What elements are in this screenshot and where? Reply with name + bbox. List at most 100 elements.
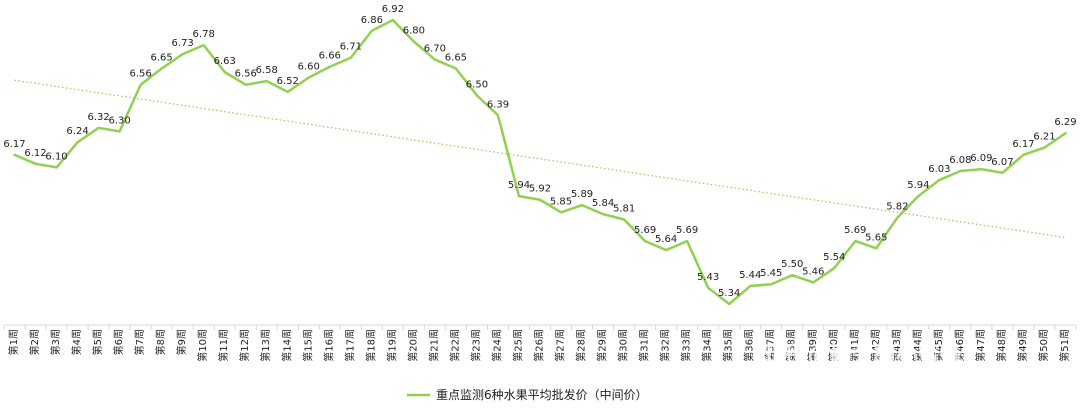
x-tick-label: 第3周 [49,329,62,355]
data-label: 6.08 [949,155,971,166]
data-label: 5.46 [802,266,824,277]
data-label: 5.92 [529,184,551,195]
x-tick-label: 第34周 [701,329,714,362]
x-tick-label: 第12周 [238,329,251,362]
x-tick-label: 第38周 [785,329,798,362]
trendline-line [14,79,1066,239]
x-tick-label: 第27周 [554,329,567,362]
x-tick-label: 第31周 [638,329,651,362]
x-tick-label: 第26周 [533,329,546,362]
data-label: 6.92 [382,4,404,15]
data-label: 5.43 [697,272,719,283]
x-axis-ticks: 第1周 第2周 第3周 第4周 第5周 第6周 第7周 第8周 第9周 第10周 第11周 第12周第… [3,325,1077,362]
data-labels: 6.176.126.106.246.326.306.566.656.736.78… [3,4,1076,299]
data-label: 5.44 [739,270,761,281]
x-tick-label: 第8周 [154,329,167,355]
x-tick-label: 第39周 [806,329,819,362]
x-tick-label: 第6周 [112,329,125,355]
x-tick-label: 第46周 [953,329,966,362]
data-label: 5.64 [655,234,677,245]
data-label: 5.84 [592,198,614,209]
x-tick-label: 第30周 [617,329,630,362]
x-tick-label: 第28周 [575,329,588,362]
x-tick-label: 第14周 [280,329,293,362]
data-label: 6.09 [970,153,992,164]
data-label: 6.12 [24,148,46,159]
data-label: 6.30 [108,115,130,126]
data-label: 6.73 [172,38,194,49]
data-label: 6.17 [1012,139,1034,150]
x-tick-label: 第19周 [385,329,398,362]
x-tick-label: 第9周 [175,329,188,355]
x-tick-label: 第44周 [911,329,924,362]
x-tick-label: 第33周 [680,329,693,362]
data-label: 5.85 [550,196,572,207]
x-tick-label: 第10周 [196,329,209,362]
data-label: 5.65 [865,232,887,243]
data-label: 6.03 [928,164,950,175]
x-tick-label: 第32周 [659,329,672,362]
x-tick-label: 第17周 [343,329,356,362]
x-tick-label: 第47周 [974,329,987,362]
data-label: 6.29 [1054,117,1076,128]
x-tick-label: 第42周 [869,329,882,362]
x-tick-label: 第25周 [511,329,524,362]
x-tick-label: 第7周 [133,329,146,355]
watermark-text: 知乎 @勤劳的小蜜蜂 [756,342,963,368]
x-tick-label: 第22周 [448,329,461,362]
x-tick-label: 第48周 [995,329,1008,362]
data-label: 6.65 [151,53,173,64]
x-tick-label: 第37周 [764,329,777,362]
data-label: 5.34 [718,288,740,299]
x-tick-label: 第5周 [91,329,104,355]
x-tick-label: 第51周 [1058,329,1071,362]
x-tick-label: 第2周 [28,329,41,355]
x-tick-label: 第35周 [722,329,735,362]
x-tick-label: 第50周 [1037,329,1050,362]
data-label: 6.32 [87,112,109,123]
x-tick-label: 第11周 [217,329,230,362]
x-tick-label: 第16周 [322,329,335,362]
data-label: 6.07 [991,157,1013,168]
data-label: 6.52 [277,76,299,87]
x-tick-label: 第21周 [427,329,440,362]
data-label: 6.86 [361,15,383,26]
data-label: 6.58 [256,65,278,76]
data-label: 5.69 [844,225,866,236]
data-label: 6.60 [298,62,320,73]
data-label: 6.63 [214,56,236,67]
trendline [14,79,1066,239]
data-label: 6.56 [129,69,151,80]
data-label: 6.21 [1033,132,1055,143]
data-label: 5.82 [886,202,908,213]
data-label: 5.69 [676,225,698,236]
watermark: 知乎 @勤劳的小蜜蜂 [756,342,963,368]
x-tick-label: 第49周 [1016,329,1029,362]
data-label: 6.24 [66,126,88,137]
data-label: 5.54 [823,252,845,263]
data-label: 6.56 [235,69,257,80]
data-label: 6.66 [319,51,341,62]
x-tick-label: 第13周 [259,329,272,362]
x-tick-label: 第23周 [469,329,482,362]
data-label: 6.10 [45,151,67,162]
data-label: 6.17 [3,139,25,150]
x-tick-label: 第45周 [932,329,945,362]
x-tick-label: 第4周 [70,329,83,355]
data-label: 6.65 [445,53,467,64]
x-tick-label: 第29周 [596,329,609,362]
data-label: 5.89 [571,189,593,200]
x-tick-label: 第43周 [890,329,903,362]
data-label: 5.45 [760,268,782,279]
x-tick-label: 第20周 [406,329,419,362]
legend-label: 重点监测6种水果平均批发价（中间价） [436,387,648,402]
x-tick-label: 第36周 [743,329,756,362]
series-layer [13,18,1067,306]
x-tick-label: 第24周 [490,329,503,362]
data-label: 6.70 [424,44,446,55]
data-label: 5.81 [613,204,635,215]
data-label: 5.69 [634,225,656,236]
x-tick-label: 第40周 [827,329,840,362]
data-label: 5.94 [907,180,929,191]
